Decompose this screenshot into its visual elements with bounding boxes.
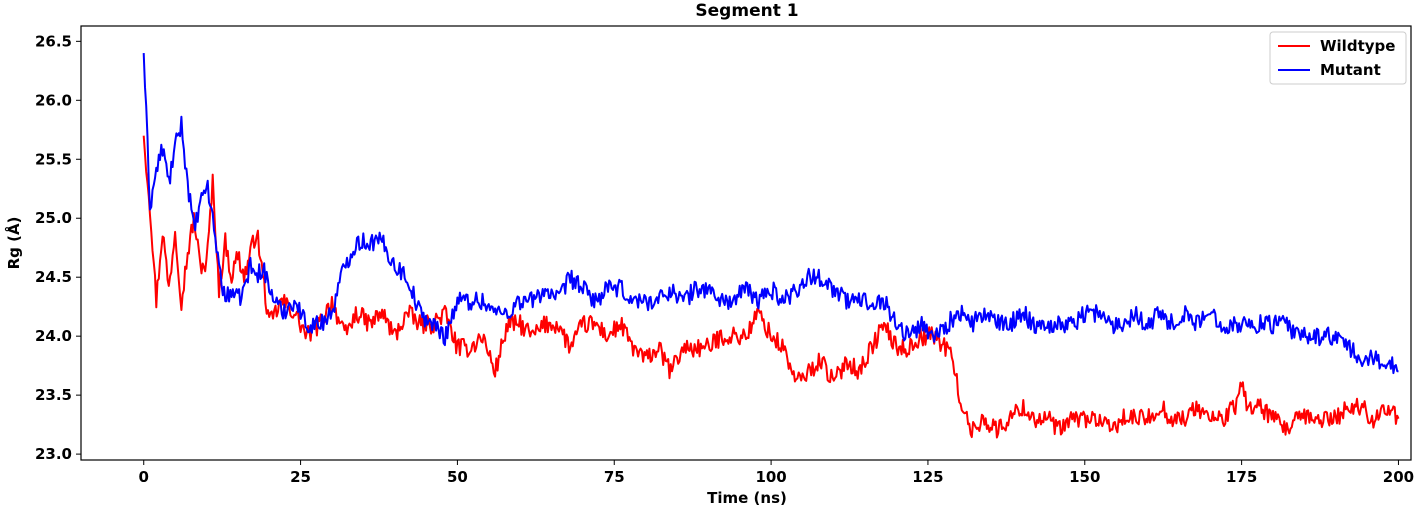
y-tick-label: 26.0 [35,91,72,109]
y-tick-label: 24.0 [35,327,72,345]
x-tick-label: 175 [1226,468,1257,486]
x-tick-label: 125 [912,468,943,486]
x-tick-label: 50 [447,468,468,486]
plot-area [142,53,1400,439]
series-line-mutant [142,53,1399,375]
x-tick-label: 100 [755,468,786,486]
x-axis: 0 25 50 75 100 125 150 175 200 [139,460,1414,486]
y-tick-label: 25.0 [35,209,72,227]
x-axis-label: Time (ns) [707,489,787,507]
plot-frame [80,25,1412,461]
y-tick-label: 25.5 [35,150,72,168]
x-tick-label: 75 [604,468,625,486]
y-axis-label: Rg (Å) [4,217,23,270]
chart-title: Segment 1 [695,1,798,21]
x-tick-label: 0 [139,468,149,486]
y-tick-label: 23.0 [35,445,72,463]
x-tick-label: 150 [1069,468,1100,486]
x-tick-label: 200 [1383,468,1414,486]
legend-label-mutant: Mutant [1320,61,1381,79]
series-line-wildtype [142,135,1400,439]
y-tick-label: 26.5 [35,32,72,50]
legend: Wildtype Mutant [1269,31,1407,85]
y-tick-label: 23.5 [35,386,72,404]
y-tick-label: 24.5 [35,268,72,286]
y-axis: 23.0 23.5 24.0 24.5 25.0 25.5 26.0 26.5 [35,32,81,463]
legend-label-wildtype: Wildtype [1320,37,1395,55]
x-tick-label: 25 [290,468,311,486]
